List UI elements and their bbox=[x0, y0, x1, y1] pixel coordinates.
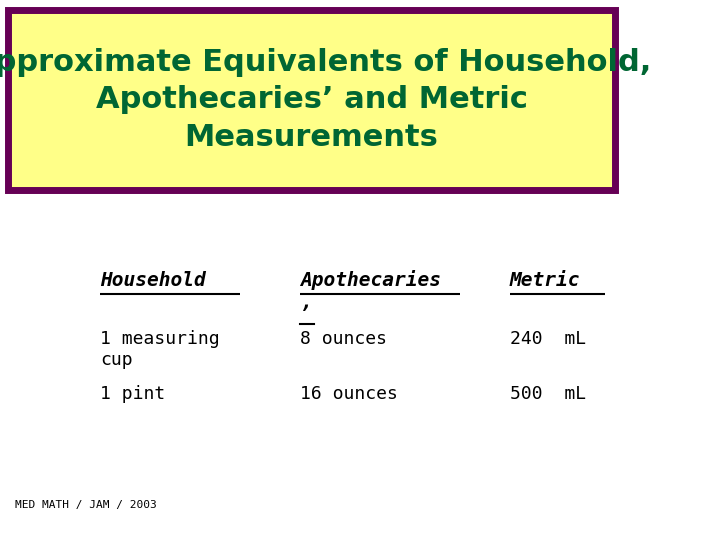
Text: 1 measuring
cup: 1 measuring cup bbox=[100, 330, 220, 369]
Text: Household: Household bbox=[100, 271, 206, 290]
FancyBboxPatch shape bbox=[8, 10, 615, 190]
Text: 8 ounces: 8 ounces bbox=[300, 330, 387, 348]
Text: Metric: Metric bbox=[510, 271, 580, 290]
Text: Approximate Equivalents of Household,
Apothecaries’ and Metric
Measurements: Approximate Equivalents of Household, Ap… bbox=[0, 49, 652, 152]
Text: MED MATH / JAM / 2003: MED MATH / JAM / 2003 bbox=[15, 500, 157, 510]
Text: 500  mL: 500 mL bbox=[510, 385, 586, 403]
Text: ,: , bbox=[300, 293, 312, 312]
Text: 16 ounces: 16 ounces bbox=[300, 385, 398, 403]
Text: 240  mL: 240 mL bbox=[510, 330, 586, 348]
Text: Apothecaries: Apothecaries bbox=[300, 270, 441, 290]
Text: 1 pint: 1 pint bbox=[100, 385, 166, 403]
